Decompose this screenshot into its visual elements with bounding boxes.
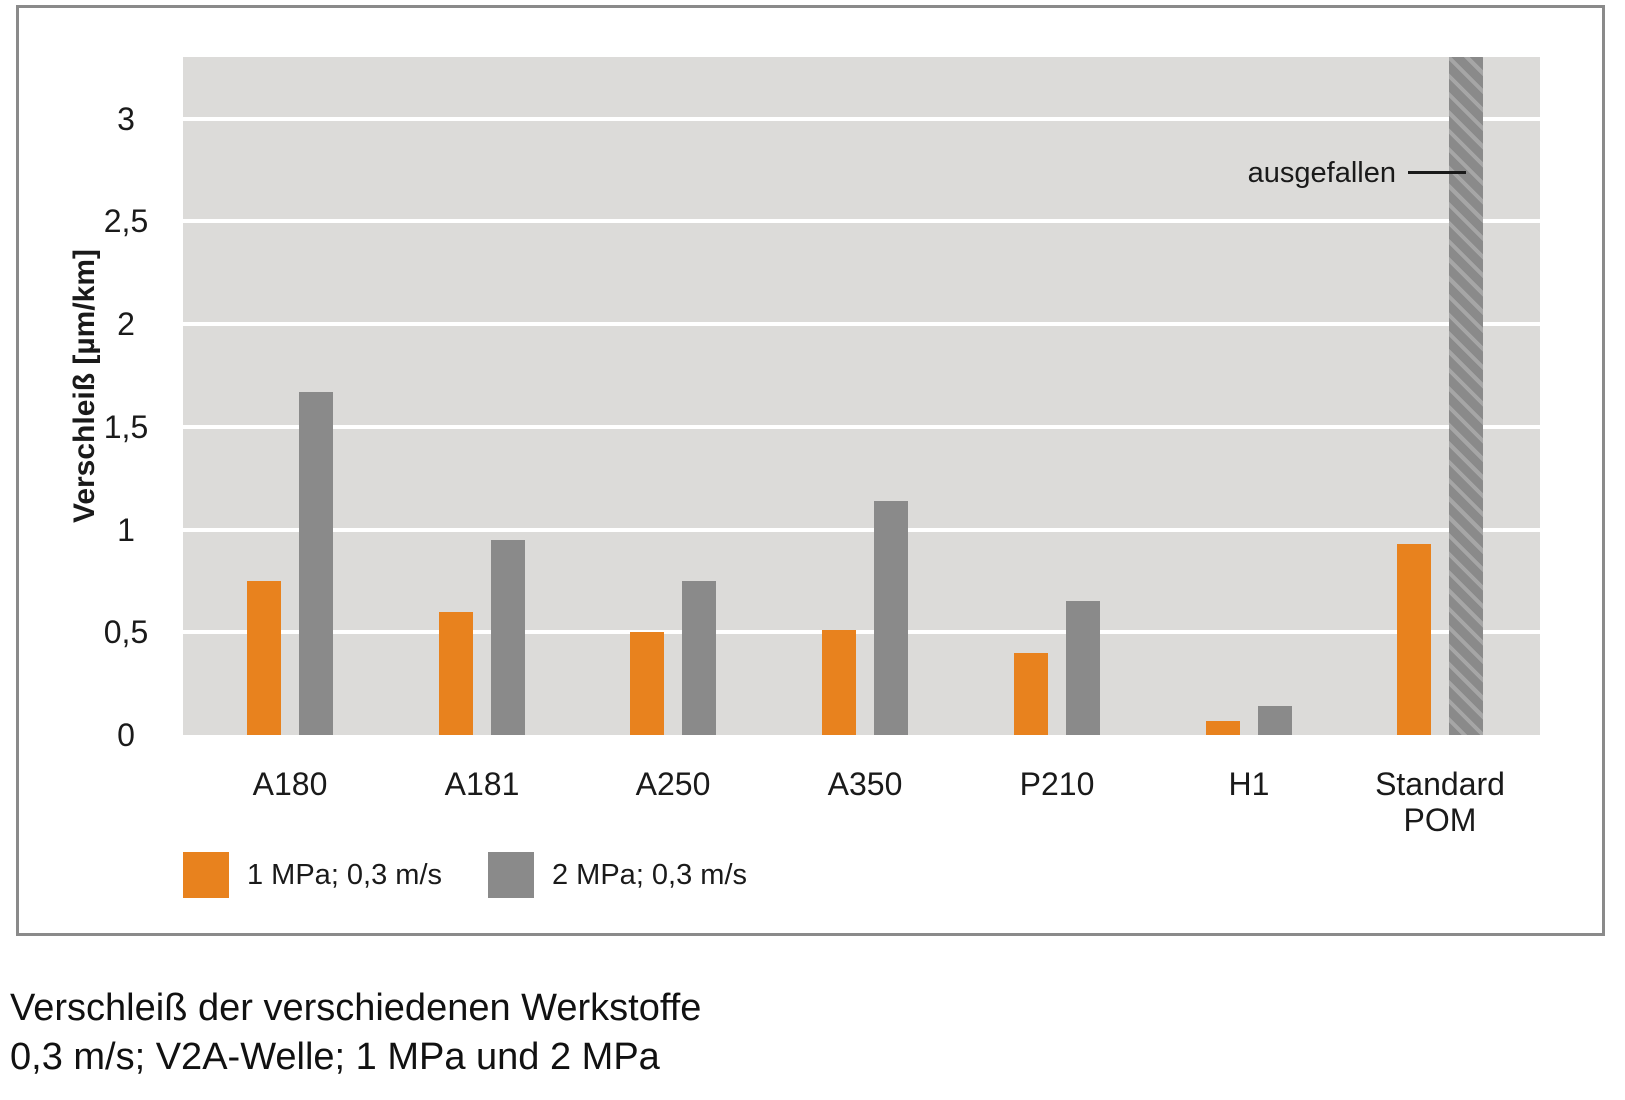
legend-label: 2 MPa; 0,3 m/s	[552, 859, 748, 891]
gridline	[183, 322, 1540, 327]
figure-caption: Verschleiß der verschiedenen Werkstoffe …	[10, 984, 701, 1082]
caption-line-1: Verschleiß der verschiedenen Werkstoffe	[10, 987, 702, 1029]
bar-h1-s2	[1258, 706, 1292, 735]
bar-a350-s2	[874, 501, 908, 735]
y-tick-label: 2	[117, 306, 135, 342]
bar-a181-s2	[491, 540, 525, 735]
plot-area	[183, 57, 1540, 735]
x-category-label: Standard POM	[1375, 766, 1505, 838]
x-category-label: A250	[635, 766, 711, 802]
bar-a180-s1	[247, 581, 281, 735]
x-category-label: A350	[827, 766, 903, 802]
bar-p210-s2	[1066, 601, 1100, 735]
gridline	[183, 219, 1540, 224]
legend-label: 1 MPa; 0,3 m/s	[247, 859, 443, 891]
y-tick-label: 2,5	[103, 203, 149, 239]
y-tick-label: 1	[117, 512, 135, 548]
y-axis-title: Verschleiß [µm/km]	[68, 248, 101, 524]
bar-a350-s1	[822, 630, 856, 735]
chart-frame: Verschleiß [µm/km] 0 0,5 1 1,5 2 2,5 3 A180 A18…	[16, 5, 1605, 936]
bar-h1-s1	[1206, 721, 1240, 735]
bar-p210-s1	[1014, 653, 1048, 735]
y-tick-label: 0	[117, 717, 135, 753]
bar-a180-s2	[299, 392, 333, 735]
x-category-label: A180	[252, 766, 328, 802]
x-category-label: P210	[1019, 766, 1095, 802]
bar-a250-s1	[630, 632, 664, 735]
gridline	[183, 424, 1540, 429]
bar-failed-standard-pom	[1449, 57, 1483, 735]
bar-a181-s1	[439, 612, 473, 735]
failed-bar-annotation: ausgefallen	[1247, 157, 1396, 189]
caption-line-2: 0,3 m/s; V2A-Welle; 1 MPa und 2 MPa	[10, 1036, 660, 1078]
gridline	[183, 116, 1540, 121]
annotation-callout-line	[1408, 171, 1466, 174]
gridline	[183, 630, 1540, 635]
gridline	[183, 527, 1540, 532]
y-tick-label: 3	[117, 101, 135, 137]
legend-swatch-gray	[488, 852, 534, 898]
bar-a250-s2	[682, 581, 716, 735]
x-category-label: A181	[444, 766, 520, 802]
y-tick-label: 1,5	[103, 409, 149, 445]
legend-swatch-orange	[183, 852, 229, 898]
y-tick-label: 0,5	[103, 614, 149, 650]
x-category-label: H1	[1228, 766, 1270, 802]
bar-standard-pom-s1	[1397, 544, 1431, 735]
